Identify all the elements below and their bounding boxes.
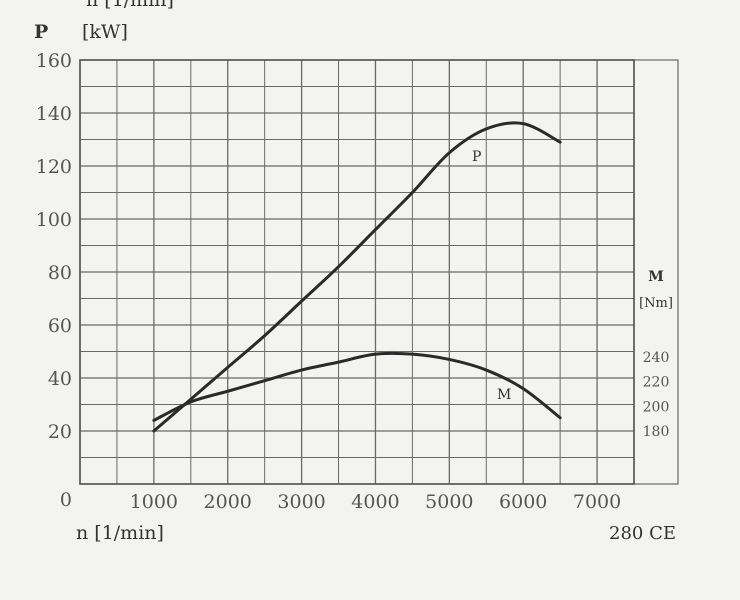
right-tick-label: 240	[643, 350, 670, 366]
y-tick-label: 160	[36, 50, 72, 72]
y-tick-label: 60	[48, 315, 72, 337]
x-tick-label: 3000	[277, 491, 325, 513]
y-tick-label: 0	[60, 489, 72, 511]
right-axis-unit: [Nm]	[639, 296, 673, 311]
x-tick-label: 6000	[499, 491, 547, 513]
y-tick-label: 140	[36, 103, 72, 125]
y-axis-symbol: P	[34, 21, 48, 43]
grid	[79, 59, 635, 485]
right-tick-label: 180	[643, 424, 670, 440]
series-label-m: M	[497, 387, 511, 403]
x-axis-label: n [1/min]	[76, 522, 164, 544]
right-axis-symbol: M	[648, 269, 664, 285]
series-line-m	[152, 351, 562, 422]
x-tick-label: 1000	[130, 491, 178, 513]
y-tick-label: 120	[36, 156, 72, 178]
model-label: 280 CE	[609, 523, 676, 544]
y-tick-label: 100	[36, 209, 72, 231]
y-axis-unit: [kW]	[82, 21, 128, 43]
plot-frame	[79, 59, 635, 485]
series-line-p	[152, 121, 562, 433]
y-tick-label: 20	[48, 421, 72, 443]
x-tick-label: 4000	[351, 491, 399, 513]
y-tick-label: 40	[48, 368, 72, 390]
right-tick-label: 200	[643, 399, 670, 415]
y-tick-label: 80	[48, 262, 72, 284]
x-tick-label: 7000	[573, 491, 621, 513]
x-tick-label: 5000	[425, 491, 473, 513]
series-label-p: P	[472, 149, 481, 165]
top-label-fragment: n [1/min]	[86, 0, 174, 11]
right-tick-label: 220	[643, 375, 670, 391]
x-tick-label: 2000	[204, 491, 252, 513]
